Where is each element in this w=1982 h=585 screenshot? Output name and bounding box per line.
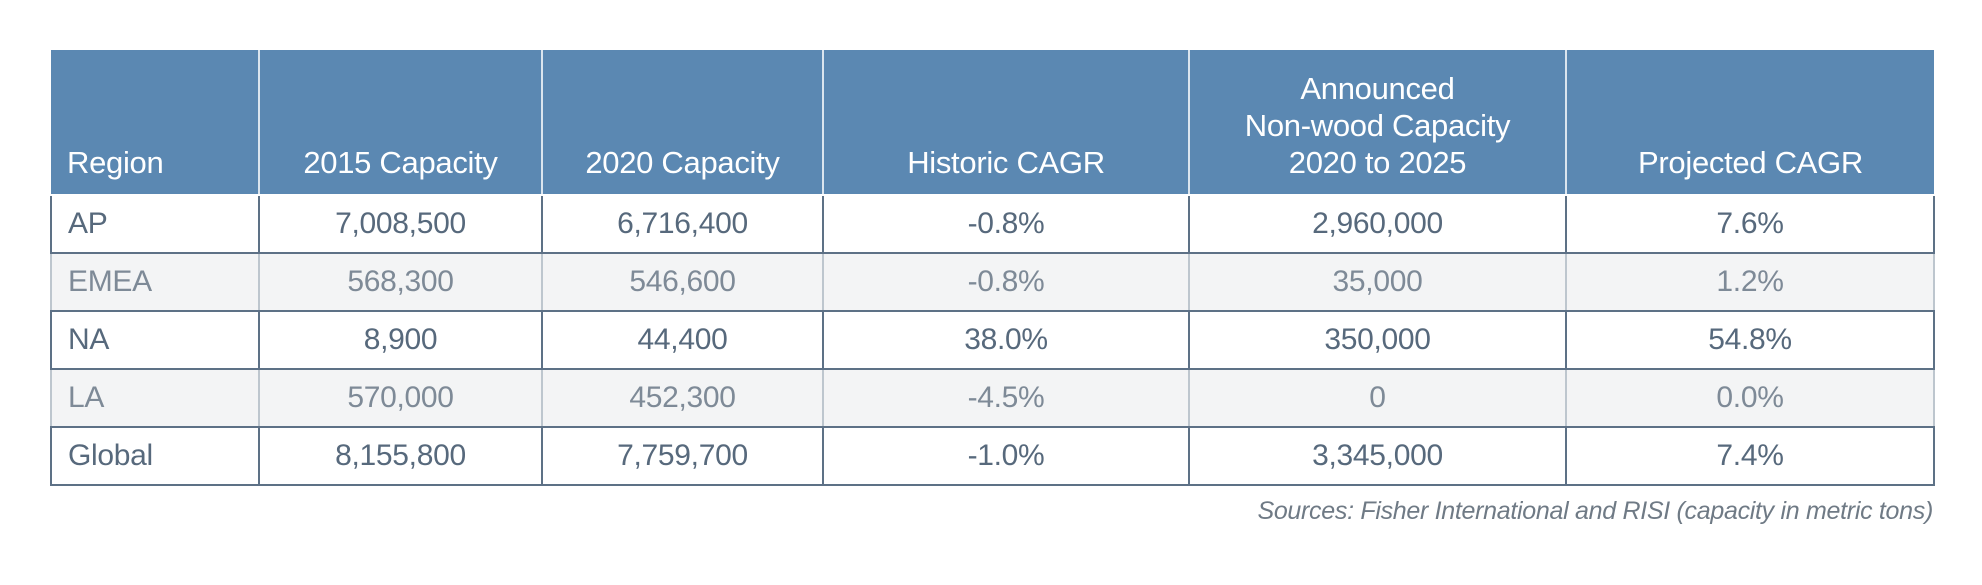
cell-2020-capacity: 6,716,400	[541, 194, 824, 254]
cell-announced-capacity: 0	[1188, 368, 1567, 428]
cell-region: LA	[50, 368, 260, 428]
cell-projected-cagr: 7.6%	[1565, 194, 1935, 254]
cell-announced-capacity: 3,345,000	[1188, 426, 1567, 486]
cell-projected-cagr: 54.8%	[1565, 310, 1935, 370]
table-row: LA 570,000 452,300 -4.5% 0 0.0%	[50, 368, 1935, 428]
header-announced-capacity-label: Announced Non-wood Capacity 2020 to 2025	[1244, 71, 1511, 180]
table-row: Global 8,155,800 7,759,700 -1.0% 3,345,000 7.…	[50, 426, 1935, 486]
cell-historic-cagr: -4.5%	[822, 368, 1190, 428]
cell-region: AP	[50, 194, 260, 254]
header-region-label: Region	[67, 145, 164, 180]
header-2015-capacity-label: 2015 Capacity	[303, 145, 498, 180]
cell-2015-capacity: 8,155,800	[258, 426, 543, 486]
cell-announced-capacity: 35,000	[1188, 252, 1567, 312]
page: Region 2015 Capacity 2020 Capacity Histo…	[50, 50, 1935, 525]
table-body: AP 7,008,500 6,716,400 -0.8% 2,960,000 7.6% EM…	[50, 194, 1935, 486]
cell-region: NA	[50, 310, 260, 370]
cell-historic-cagr: -0.8%	[822, 194, 1190, 254]
cell-2015-capacity: 8,900	[258, 310, 543, 370]
header-historic-cagr: Historic CAGR	[822, 50, 1189, 196]
table-row: EMEA 568,300 546,600 -0.8% 35,000 1.2%	[50, 252, 1935, 312]
source-note: Sources: Fisher International and RISI (…	[1257, 497, 1933, 525]
table-row: NA 8,900 44,400 38.0% 350,000 54.8%	[50, 310, 1935, 370]
cell-region: EMEA	[50, 252, 260, 312]
cell-projected-cagr: 0.0%	[1565, 368, 1935, 428]
cell-2020-capacity: 7,759,700	[541, 426, 824, 486]
header-historic-cagr-label: Historic CAGR	[907, 145, 1105, 180]
header-projected-cagr: Projected CAGR	[1565, 50, 1934, 196]
table-header: Region 2015 Capacity 2020 Capacity Histo…	[51, 50, 1934, 196]
cell-historic-cagr: 38.0%	[822, 310, 1190, 370]
cell-region: Global	[50, 426, 260, 486]
cell-2015-capacity: 568,300	[258, 252, 543, 312]
cell-announced-capacity: 350,000	[1188, 310, 1567, 370]
header-2020-capacity: 2020 Capacity	[541, 50, 823, 196]
cell-2020-capacity: 452,300	[541, 368, 824, 428]
header-2015-capacity: 2015 Capacity	[258, 50, 542, 196]
header-announced-capacity: Announced Non-wood Capacity 2020 to 2025	[1188, 50, 1566, 196]
cell-2015-capacity: 7,008,500	[258, 194, 543, 254]
cell-historic-cagr: -0.8%	[822, 252, 1190, 312]
header-row: Region 2015 Capacity 2020 Capacity Histo…	[51, 50, 1934, 196]
header-2020-capacity-label: 2020 Capacity	[585, 145, 780, 180]
table-row: AP 7,008,500 6,716,400 -0.8% 2,960,000 7.6%	[50, 194, 1935, 254]
cell-2015-capacity: 570,000	[258, 368, 543, 428]
cell-historic-cagr: -1.0%	[822, 426, 1190, 486]
cell-announced-capacity: 2,960,000	[1188, 194, 1567, 254]
capacity-table: Region 2015 Capacity 2020 Capacity Histo…	[50, 50, 1935, 486]
cell-projected-cagr: 7.4%	[1565, 426, 1935, 486]
cell-projected-cagr: 1.2%	[1565, 252, 1935, 312]
header-projected-cagr-label: Projected CAGR	[1638, 145, 1863, 180]
header-region: Region	[51, 50, 259, 196]
cell-2020-capacity: 546,600	[541, 252, 824, 312]
cell-2020-capacity: 44,400	[541, 310, 824, 370]
